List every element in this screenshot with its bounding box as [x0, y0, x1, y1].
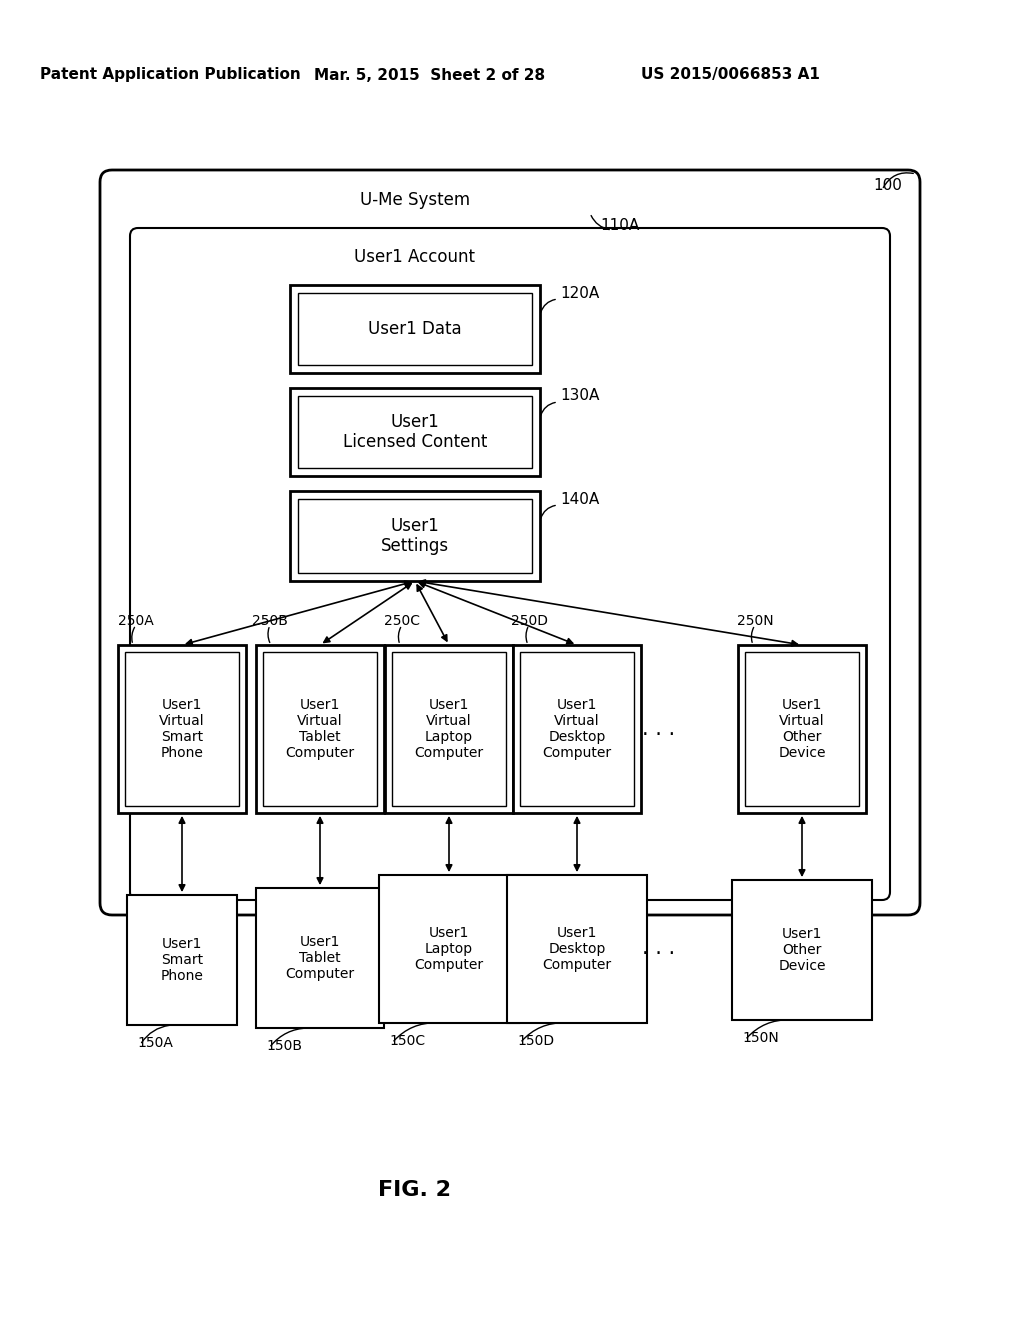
Bar: [520, 652, 634, 807]
Bar: [379, 875, 519, 1023]
Bar: [256, 888, 384, 1028]
FancyBboxPatch shape: [100, 170, 920, 915]
Text: User1
Smart
Phone: User1 Smart Phone: [161, 937, 204, 983]
Bar: [392, 652, 506, 807]
Text: User1
Laptop
Computer: User1 Laptop Computer: [415, 925, 483, 973]
Bar: [507, 875, 647, 1023]
Bar: [732, 880, 872, 1020]
Text: User1
Virtual
Other
Device: User1 Virtual Other Device: [778, 698, 825, 760]
Text: User1
Tablet
Computer: User1 Tablet Computer: [286, 935, 354, 981]
Text: User1
Virtual
Desktop
Computer: User1 Virtual Desktop Computer: [543, 698, 611, 760]
Text: 150C: 150C: [389, 1034, 425, 1048]
Text: US 2015/0066853 A1: US 2015/0066853 A1: [641, 67, 819, 82]
Text: U-Me System: U-Me System: [360, 191, 470, 209]
Text: User1
Virtual
Tablet
Computer: User1 Virtual Tablet Computer: [286, 698, 354, 760]
Bar: [263, 652, 377, 807]
Text: 150B: 150B: [266, 1039, 302, 1053]
Bar: [118, 645, 246, 813]
Bar: [290, 388, 540, 477]
Text: 140A: 140A: [560, 491, 599, 507]
Bar: [298, 293, 532, 366]
Text: 150N: 150N: [742, 1031, 778, 1045]
Text: 250D: 250D: [511, 614, 548, 628]
Text: 250C: 250C: [384, 614, 420, 628]
FancyBboxPatch shape: [130, 228, 890, 900]
Bar: [125, 652, 239, 807]
Text: Patent Application Publication: Patent Application Publication: [40, 67, 300, 82]
Bar: [513, 645, 641, 813]
Bar: [745, 652, 859, 807]
Text: User1
Settings: User1 Settings: [381, 516, 450, 556]
Bar: [127, 895, 237, 1026]
Text: User1 Data: User1 Data: [369, 319, 462, 338]
Text: FIG. 2: FIG. 2: [379, 1180, 452, 1200]
Text: 120A: 120A: [560, 285, 599, 301]
Text: 110A: 110A: [600, 218, 640, 232]
Bar: [298, 396, 532, 469]
Text: 150D: 150D: [517, 1034, 554, 1048]
Text: 250B: 250B: [252, 614, 288, 628]
Text: 150A: 150A: [137, 1036, 173, 1049]
Text: User1
Virtual
Laptop
Computer: User1 Virtual Laptop Computer: [415, 698, 483, 760]
Text: User1
Licensed Content: User1 Licensed Content: [343, 413, 487, 451]
Text: User1
Desktop
Computer: User1 Desktop Computer: [543, 925, 611, 973]
Text: 250A: 250A: [118, 614, 154, 628]
Text: User1
Other
Device: User1 Other Device: [778, 927, 825, 973]
Text: User1
Virtual
Smart
Phone: User1 Virtual Smart Phone: [159, 698, 205, 760]
Bar: [298, 499, 532, 573]
Text: 250N: 250N: [737, 614, 773, 628]
Bar: [290, 491, 540, 581]
Text: 100: 100: [873, 177, 902, 193]
Text: . . .: . . .: [642, 719, 676, 739]
Text: . . .: . . .: [642, 939, 676, 958]
Text: User1 Account: User1 Account: [354, 248, 475, 267]
Bar: [256, 645, 384, 813]
Bar: [290, 285, 540, 374]
Bar: [738, 645, 866, 813]
Text: Mar. 5, 2015  Sheet 2 of 28: Mar. 5, 2015 Sheet 2 of 28: [314, 67, 546, 82]
Bar: [385, 645, 513, 813]
Text: 130A: 130A: [560, 388, 599, 404]
